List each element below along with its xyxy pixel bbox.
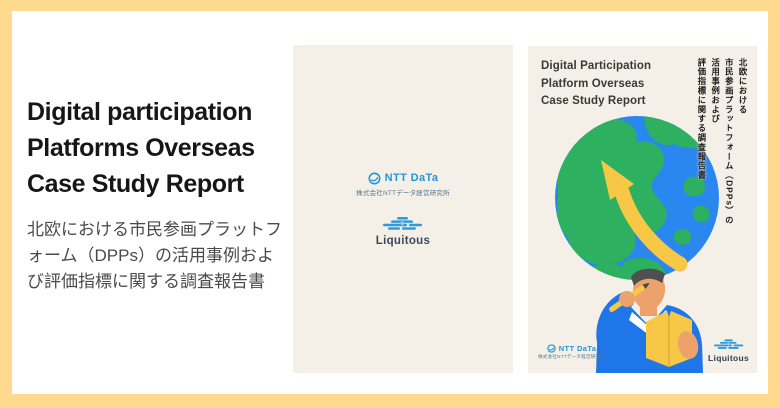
cover-vertical-title-jp: 北欧における 市民参画プラットフォーム（DPPs）の 活用事例および 評価指標に… bbox=[694, 58, 749, 238]
publisher-logo-panel: NTT DaTa 株式会社NTTデータ経営研究所 Liquitous bbox=[293, 45, 513, 373]
cover-nttdata-company-name: 株式会社NTTデータ経営研究所 bbox=[538, 354, 606, 359]
globe-illustration bbox=[555, 116, 719, 373]
report-cover: Digital Participation Platform Overseas … bbox=[528, 46, 757, 373]
liquitous-mark-icon bbox=[382, 216, 422, 230]
cover-liquitous-wordmark: Liquitous bbox=[708, 353, 749, 363]
cover-nttdata-logo: NTT DaTa 株式会社NTTデータ経営研究所 bbox=[538, 344, 605, 360]
cover-vertical-title-column: 市民参画プラットフォーム（DPPs）の bbox=[724, 58, 735, 226]
nttdata-company-name: 株式会社NTTデータ経営研究所 bbox=[356, 189, 450, 197]
cover-title-line: Digital Participation bbox=[541, 60, 652, 72]
liquitous-wordmark: Liquitous bbox=[375, 234, 431, 247]
cover-vertical-title-column: 北欧における bbox=[738, 58, 748, 115]
cover-title: Digital Participation Platform Overseas … bbox=[541, 58, 651, 111]
cover-nttdata-wordmark: NTT DaTa bbox=[558, 344, 597, 353]
nttdata-mark-icon bbox=[547, 344, 556, 353]
page-subtitle-jp: 北欧における市民参画プラットフォーム（DPPs）の活用事例および評価指標に関する… bbox=[27, 220, 282, 291]
page-title: Digital participation Platforms Overseas… bbox=[27, 94, 297, 202]
page-title-line: Digital participation bbox=[27, 98, 252, 126]
nttdata-mark-icon bbox=[368, 172, 381, 184]
cover-title-line: Platform Overseas bbox=[541, 77, 645, 90]
hero-text-block: Digital participation Platforms Overseas… bbox=[27, 94, 297, 295]
cover-vertical-title-column: 活用事例および bbox=[710, 58, 721, 124]
cover-vertical-title-column: 評価指標に関する調査報告書 bbox=[696, 58, 707, 181]
page-title-line: Case Study Report bbox=[27, 170, 244, 198]
page-title-line: Platforms Overseas bbox=[27, 134, 255, 162]
cover-title-line: Case Study Report bbox=[541, 95, 646, 107]
nttdata-wordmark: NTT DaTa bbox=[384, 172, 439, 184]
liquitous-logo: Liquitous bbox=[375, 216, 431, 247]
liquitous-mark-icon bbox=[713, 339, 743, 349]
cover-liquitous-logo: Liquitous bbox=[708, 339, 749, 363]
page-background: Digital participation Platforms Overseas… bbox=[12, 11, 768, 394]
nttdata-logo: NTT DaTa 株式会社NTTデータ経営研究所 bbox=[356, 172, 450, 197]
